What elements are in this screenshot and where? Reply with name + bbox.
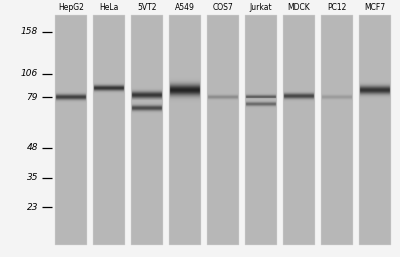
Text: MCF7: MCF7 bbox=[364, 3, 386, 12]
Text: 106: 106 bbox=[21, 69, 38, 78]
Text: 35: 35 bbox=[26, 173, 38, 182]
Text: 5VT2: 5VT2 bbox=[137, 3, 157, 12]
Text: HeLa: HeLa bbox=[99, 3, 119, 12]
Text: PC12: PC12 bbox=[327, 3, 347, 12]
Text: 48: 48 bbox=[26, 143, 38, 152]
Text: 158: 158 bbox=[21, 27, 38, 36]
Text: COS7: COS7 bbox=[213, 3, 233, 12]
Text: A549: A549 bbox=[175, 3, 195, 12]
Text: 79: 79 bbox=[26, 93, 38, 102]
Text: HepG2: HepG2 bbox=[58, 3, 84, 12]
Text: MDCK: MDCK bbox=[288, 3, 310, 12]
Text: Jurkat: Jurkat bbox=[250, 3, 272, 12]
Text: 23: 23 bbox=[26, 203, 38, 212]
